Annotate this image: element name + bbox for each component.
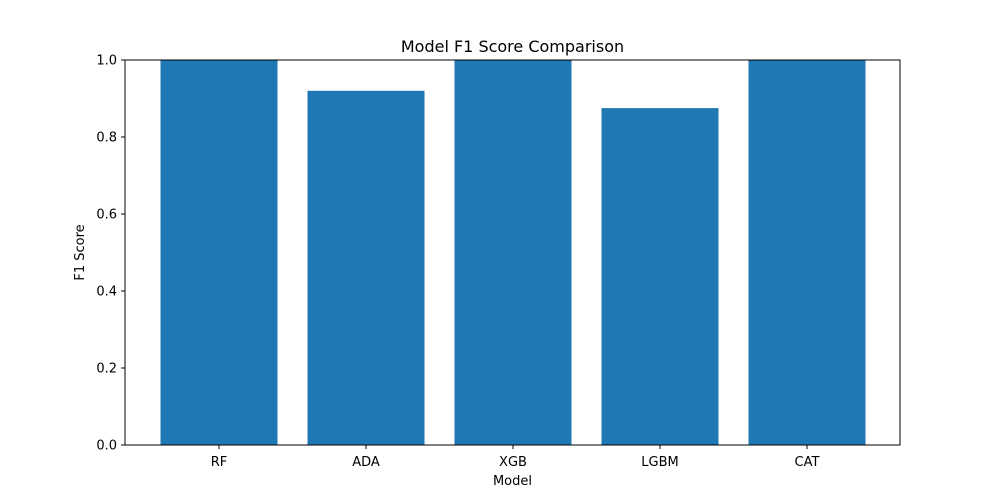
y-tick-label: 0.0: [96, 439, 117, 454]
y-tick-label: 0.8: [96, 131, 117, 146]
x-tick-label: XGB: [499, 455, 527, 470]
chart-title: Model F1 Score Comparison: [401, 37, 624, 56]
y-axis-ticks: 0.0 0.2 0.4 0.6 0.8 1.0: [96, 54, 125, 454]
x-axis-label: Model: [493, 474, 532, 489]
y-tick-label: 0.4: [96, 285, 117, 300]
bar-lgbm: [601, 108, 719, 445]
bars-group: [160, 60, 866, 446]
x-tick-label: RF: [211, 455, 228, 470]
y-tick-label: 1.0: [96, 54, 117, 69]
x-tick-label: LGBM: [641, 455, 678, 470]
bar-rf: [160, 60, 278, 445]
y-tick-label: 0.6: [96, 208, 117, 223]
plot-frame: [124, 59, 901, 446]
bar-ada: [307, 90, 425, 446]
y-tick-label: 0.2: [96, 362, 117, 377]
x-axis-ticks: RF ADA XGB LGBM CAT: [211, 445, 820, 470]
bar-cat: [748, 60, 866, 445]
y-axis-label: F1 Score: [73, 224, 88, 280]
bar-xgb: [454, 60, 572, 445]
x-tick-label: ADA: [352, 455, 380, 470]
x-tick-label: CAT: [795, 455, 820, 470]
